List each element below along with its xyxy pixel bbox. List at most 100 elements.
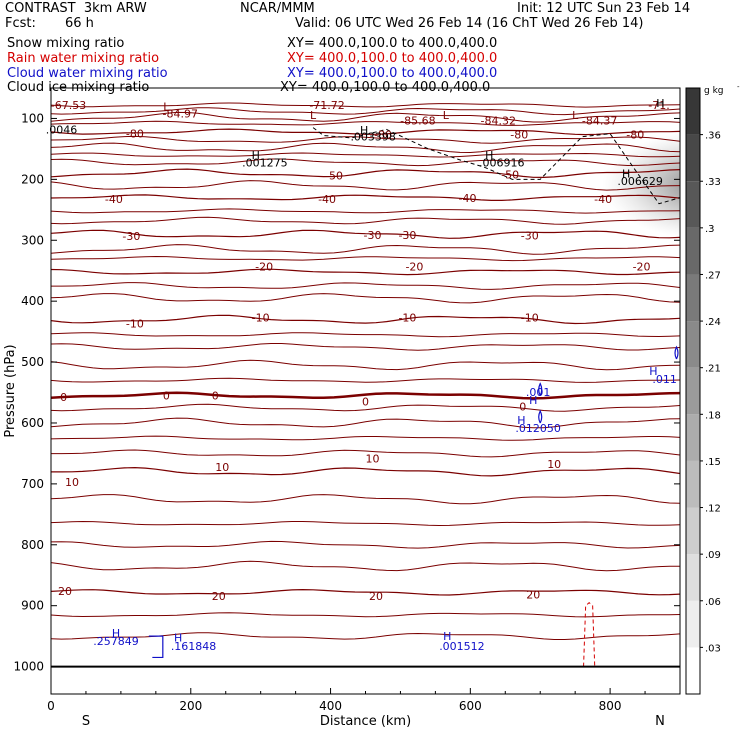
contour-label: 20: [526, 589, 540, 602]
x-tick-label: 800: [599, 699, 622, 713]
isotherm-line: [51, 102, 680, 108]
contour-label: 0: [163, 390, 170, 403]
field-rain-xy: XY= 400.0,100.0 to 400.0,400.0: [287, 51, 498, 66]
y-tick-label: 100: [21, 111, 44, 125]
contour-label: -50: [325, 170, 343, 183]
extremum-value: .257849: [93, 635, 139, 648]
rain-water-contour: [583, 601, 596, 667]
colorbar-segment: [686, 460, 700, 508]
extremum-marker: L: [572, 109, 579, 122]
x-end-label-south: S: [82, 714, 90, 729]
y-tick-label: 400: [21, 294, 44, 308]
colorbar-tick-label: .33: [705, 177, 721, 188]
extremum-marker: L: [443, 109, 450, 122]
init-time: Init: 12 UTC Sun 23 Feb 14: [517, 1, 691, 16]
contour-labels: -67.53 -84.97 -71.72 -85.68 -84.32 -84.37 -71.…: [46, 97, 677, 653]
extremum-marker: H: [252, 149, 260, 162]
isotherm-line: [51, 216, 680, 225]
isotherm-line: [51, 142, 680, 154]
contour-label: -30: [521, 229, 539, 242]
extremum-marker: H: [517, 414, 525, 427]
colorbar-tick-label: .18: [705, 410, 721, 421]
extremum-marker: H: [174, 631, 182, 644]
isotherm-line: [51, 332, 680, 338]
y-tick-label: 800: [21, 538, 44, 552]
cloud-water-contour: [538, 382, 543, 396]
contour-label: -40: [105, 193, 123, 206]
contour-label: -30: [398, 229, 416, 242]
field-snow-xy: XY= 400.0,100.0 to 400.0,400.0: [287, 36, 498, 51]
contour-label: 0: [212, 390, 219, 403]
contour-label: -30: [122, 230, 140, 243]
colorbar-tick-label: .21: [705, 364, 721, 375]
isotherm-line: [51, 343, 680, 351]
contour-label: -84.97: [163, 108, 198, 121]
isotherm-line: [51, 282, 680, 290]
y-tick-label: 200: [21, 172, 44, 186]
field-cloudwater-name: Cloud water mixing ratio: [7, 66, 168, 81]
isotherm--50: [51, 168, 680, 179]
colorbar-segment: [686, 321, 700, 368]
y-tick-label: 500: [21, 355, 44, 369]
extremum-value: .003398: [350, 131, 396, 144]
extremum-marker: L: [310, 109, 317, 122]
x-tick-label: 200: [179, 699, 202, 713]
isotherm-line: [51, 152, 680, 158]
extremum-marker: H: [649, 365, 657, 378]
colorbar: .03 .06 .09 .12 .15 .18 .21 .24 .27 .3 .33 .36 g kg -…: [685, 83, 740, 695]
colorbar-tick-label: .15: [705, 457, 721, 468]
colorbar-segment: [686, 88, 700, 135]
field-snow-name: Snow mixing ratio: [7, 36, 125, 51]
isotherm-10: [51, 466, 680, 477]
contour-label: -71.: [648, 99, 669, 112]
isotherm-line: [51, 494, 680, 505]
field-rain-name: Rain water mixing ratio: [7, 51, 160, 66]
colorbar-segment: [686, 134, 700, 182]
isotherm-line: [51, 208, 680, 214]
contour-label: 10: [547, 458, 561, 471]
extremum-value: .161848: [171, 640, 217, 653]
colorbar-tick-label: .03: [705, 643, 721, 654]
contour-label: -71.72: [309, 99, 344, 112]
extremum-value: .006629: [617, 175, 663, 188]
x-tick-label: 600: [459, 699, 482, 713]
isotherm-line: [51, 520, 680, 527]
colorbar-segment: [686, 647, 700, 694]
extremum-value: .0046: [46, 123, 78, 136]
contour-label: -10: [398, 312, 416, 325]
isotherm-20: [51, 588, 680, 596]
contour-label: -30: [364, 229, 382, 242]
extremum-value: .001: [526, 386, 551, 399]
isotherm--20: [51, 268, 680, 276]
contour-label: -80: [374, 128, 392, 141]
extremum-marker: H: [656, 97, 664, 110]
extremum-marker: H: [360, 124, 368, 137]
y-tick-label: 600: [21, 416, 44, 430]
extremum-value: .001512: [439, 640, 485, 653]
extremum-marker: H: [443, 630, 451, 643]
isotherm-line: [51, 293, 680, 304]
colorbar-tick-label: .27: [705, 270, 721, 281]
colorbar-segment: [686, 600, 700, 648]
y-tick-label: 1000: [13, 660, 44, 674]
forecast-hours: 66 h: [65, 16, 94, 31]
extremum-value: .006916: [479, 156, 525, 169]
colorbar-tick-label: .24: [705, 317, 721, 328]
center-title: NCAR/MMM: [240, 1, 315, 16]
contour-label: -20: [255, 260, 273, 273]
mixing-ratio-contours: [51, 127, 680, 668]
contour-label: -10: [126, 318, 144, 331]
y-axis-title: Pressure (hPa): [3, 344, 18, 437]
contour-label: -40: [459, 192, 477, 205]
contour-label: -20: [633, 260, 651, 273]
extremum-marker: H: [485, 149, 493, 162]
isotherm-line: [51, 435, 680, 441]
colorbar-segment: [686, 274, 700, 322]
x-tick-label: 0: [47, 699, 55, 713]
isotherm-line: [51, 111, 680, 123]
cloud-water-contour: [148, 635, 164, 659]
colorbar-segment: [686, 554, 700, 601]
contour-label: -40: [318, 193, 336, 206]
isotherm-line: [51, 560, 680, 572]
